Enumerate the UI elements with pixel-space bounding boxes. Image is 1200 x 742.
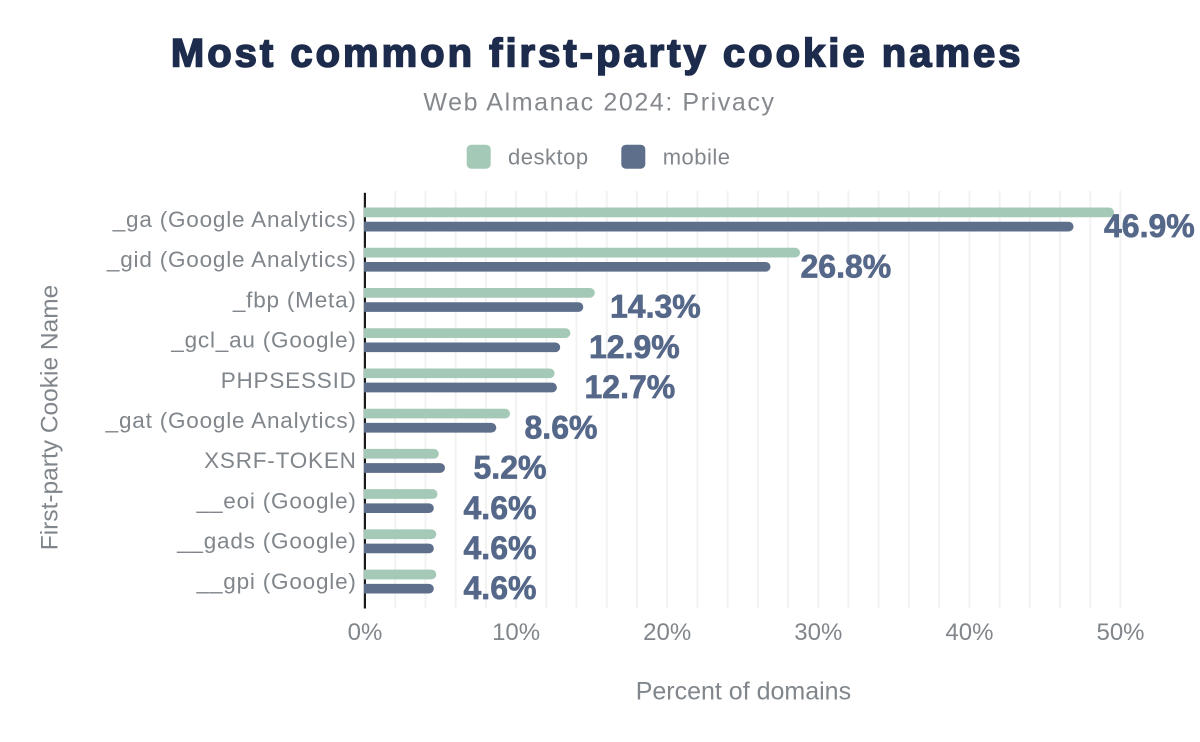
- svg-text:30%: 30%: [794, 619, 842, 646]
- svg-text:__gpi (Google): __gpi (Google): [196, 569, 357, 594]
- svg-text:First-party Cookie Name: First-party Cookie Name: [37, 285, 64, 550]
- svg-text:46.9%: 46.9%: [1104, 208, 1195, 244]
- svg-text:__eoi (Google): __eoi (Google): [196, 488, 357, 513]
- svg-text:14.3%: 14.3%: [610, 289, 701, 325]
- svg-text:Percent of domains: Percent of domains: [636, 678, 851, 706]
- svg-text:_ga (Google Analytics): _ga (Google Analytics): [112, 207, 357, 232]
- svg-text:0%: 0%: [348, 619, 383, 646]
- svg-text:_gid (Google Analytics): _gid (Google Analytics): [106, 247, 357, 272]
- svg-text:10%: 10%: [492, 619, 540, 646]
- svg-text:4.6%: 4.6%: [464, 530, 537, 566]
- svg-text:20%: 20%: [643, 619, 691, 646]
- svg-text:8.6%: 8.6%: [525, 409, 598, 445]
- svg-text:12.9%: 12.9%: [589, 329, 680, 365]
- svg-text:mobile: mobile: [663, 144, 731, 169]
- svg-text:40%: 40%: [945, 619, 993, 646]
- svg-text:desktop: desktop: [508, 144, 589, 169]
- svg-text:4.6%: 4.6%: [464, 570, 537, 606]
- svg-text:_gat (Google Analytics): _gat (Google Analytics): [105, 408, 357, 433]
- svg-text:26.8%: 26.8%: [801, 248, 892, 284]
- svg-text:Web Almanac 2024: Privacy: Web Almanac 2024: Privacy: [423, 89, 775, 117]
- svg-text:5.2%: 5.2%: [474, 450, 547, 486]
- svg-text:_fbp (Meta): _fbp (Meta): [232, 287, 357, 312]
- svg-text:Most common first-party cookie: Most common first-party cookie names: [171, 32, 1024, 76]
- svg-text:PHPSESSID: PHPSESSID: [221, 368, 357, 393]
- svg-text:4.6%: 4.6%: [464, 490, 537, 526]
- svg-text:50%: 50%: [1096, 619, 1144, 646]
- svg-text:__gads (Google): __gads (Google): [176, 529, 357, 554]
- svg-text:_gcl_au (Google): _gcl_au (Google): [170, 328, 356, 353]
- svg-text:12.7%: 12.7%: [585, 369, 676, 405]
- svg-text:XSRF-TOKEN: XSRF-TOKEN: [204, 448, 357, 473]
